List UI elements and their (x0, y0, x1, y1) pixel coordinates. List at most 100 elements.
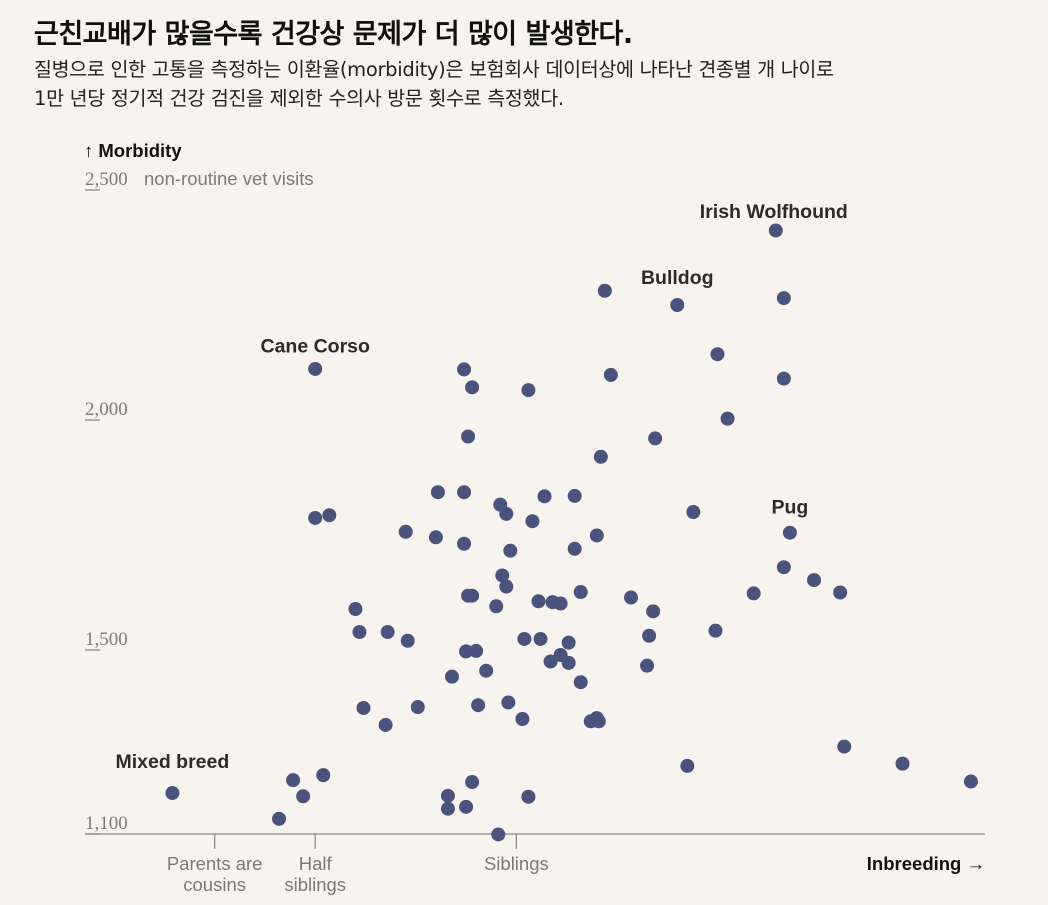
data-point (543, 654, 558, 669)
data-point (296, 789, 311, 804)
x-tick-label-line: Siblings (484, 853, 549, 874)
data-point (561, 635, 576, 650)
y-tick-label: 1,100 (85, 813, 128, 834)
data-points (165, 223, 978, 842)
data-point (521, 383, 536, 398)
y-tick-label: 2,500 (85, 169, 128, 190)
data-point (440, 801, 455, 816)
data-point (440, 788, 455, 803)
data-point (308, 510, 323, 525)
data-point (410, 700, 425, 715)
data-point (686, 505, 701, 519)
point-annotation: Cane Corso (260, 335, 370, 357)
data-point (517, 631, 532, 646)
data-point (597, 283, 612, 298)
x-tick-label-line: Parents are (167, 853, 263, 874)
data-point (459, 799, 474, 814)
data-point (495, 568, 510, 583)
data-point (561, 655, 576, 670)
data-point (521, 789, 536, 804)
data-point (380, 625, 395, 640)
data-point (465, 380, 480, 395)
data-point (503, 543, 518, 558)
data-point (776, 291, 791, 306)
data-point (833, 585, 848, 600)
data-point (457, 485, 472, 500)
data-point (670, 298, 685, 312)
data-point (465, 588, 480, 603)
data-point (430, 485, 445, 500)
data-point (525, 514, 540, 529)
data-point (573, 585, 588, 600)
data-point (501, 695, 516, 710)
x-tick-label: Half siblings (284, 853, 346, 895)
point-annotation: Bulldog (641, 267, 714, 289)
data-point (782, 525, 797, 540)
data-point (531, 594, 546, 609)
chart-title: 근친교배가 많을수록 건강상 문제가 더 많이 발생한다. (34, 19, 633, 50)
data-point (457, 536, 472, 551)
y-tick-label: 2,000 (85, 399, 128, 420)
data-point (400, 633, 415, 648)
data-point (807, 573, 822, 588)
data-point (837, 739, 852, 754)
data-point (776, 371, 791, 386)
data-point (567, 541, 582, 556)
x-tick-label-line: siblings (284, 874, 346, 895)
data-point (646, 604, 661, 619)
data-point (640, 658, 655, 673)
y-axis-title: ↑ Morbidity (84, 140, 182, 161)
data-point (553, 596, 568, 611)
data-point (348, 602, 363, 617)
x-axis: Parents are cousins Half siblings Siblings In… (85, 833, 985, 895)
x-tick-label: Parents are cousins (167, 853, 263, 895)
data-point (469, 643, 484, 658)
point-annotation: Mixed breed (116, 751, 230, 773)
data-point (895, 756, 910, 771)
annotations: Irish Wolfhound Bulldog Cane Corso Pug Mixed… (116, 201, 848, 773)
data-point (461, 429, 476, 444)
x-axis-title: Inbreeding → (867, 853, 985, 874)
data-point (680, 758, 695, 773)
data-point (537, 489, 552, 504)
y-tick-label: 1,500 (85, 629, 128, 650)
subtitle-line-1: 질병으로 인한 고통을 측정하는 이환율(morbidity)은 보험회사 데이… (34, 58, 834, 81)
data-point (493, 497, 508, 512)
data-point (591, 714, 606, 729)
data-point (444, 669, 459, 684)
data-point (378, 717, 393, 732)
data-point (648, 431, 663, 446)
data-point (428, 530, 443, 545)
data-point (515, 712, 530, 726)
data-point (356, 700, 371, 715)
data-point (471, 698, 486, 713)
subtitle-line-2: 1만 년당 정기적 건강 검진을 제외한 수의사 방문 횟수로 측정했다. (34, 87, 564, 110)
x-tick-label-line: Half (299, 853, 333, 874)
data-point (963, 774, 978, 789)
data-point (165, 786, 180, 801)
y-tick-note: non-routine vet visits (144, 168, 314, 189)
data-point (499, 579, 514, 594)
data-point (322, 508, 337, 523)
data-point (624, 590, 638, 605)
y-axis: ↑ Morbidity 2,500 non-routine vet visits 2,… (84, 140, 314, 835)
x-tick-label-line: cousins (183, 874, 246, 895)
data-point (286, 773, 301, 788)
data-point (776, 560, 791, 575)
data-point (603, 367, 618, 382)
data-point (489, 599, 504, 614)
data-point (710, 347, 725, 362)
data-point (308, 361, 323, 376)
chart-subtitle: 질병으로 인한 고통을 측정하는 이환율(morbidity)은 보험회사 데이… (34, 55, 1034, 113)
data-point (567, 488, 582, 503)
data-point (573, 675, 588, 690)
point-annotation: Pug (771, 496, 808, 518)
data-point (272, 811, 287, 826)
data-point (708, 623, 723, 638)
data-point (593, 449, 608, 464)
data-point (642, 628, 657, 643)
data-point (533, 631, 548, 646)
data-point (459, 644, 474, 659)
x-tick-label: Siblings (484, 853, 549, 874)
